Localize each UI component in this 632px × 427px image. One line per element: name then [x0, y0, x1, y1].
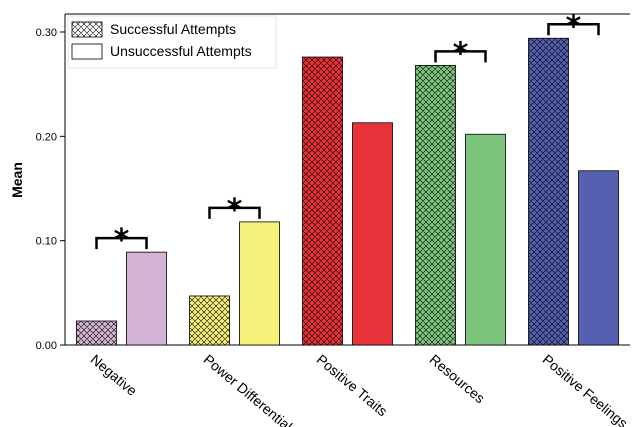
- category-label-4: Positive Feelings: [540, 351, 631, 427]
- legend: Successful Attempts Unsuccessful Attempts: [67, 15, 277, 69]
- category-label-0: Negative: [88, 351, 141, 399]
- y-axis-label: Mean: [9, 162, 25, 198]
- legend-label-0: Successful Attempts: [110, 21, 236, 37]
- y-axis: 0.00 0.10 0.20 0.30: [36, 14, 66, 352]
- bar-unsuccessful-0: [126, 251, 167, 346]
- bar-unsuccessful-4: [578, 170, 619, 346]
- bars: [76, 37, 619, 346]
- y-tick-label: 0.10: [36, 236, 57, 248]
- bar-hatch-overlay-2: [302, 57, 343, 345]
- bar-hatch-overlay-4: [528, 38, 569, 345]
- bar-hatch-overlay-1: [189, 295, 230, 345]
- legend-swatch-hatch-0: [72, 22, 102, 37]
- legend-box: [67, 15, 277, 69]
- legend-label-1: Unsuccessful Attempts: [110, 43, 252, 59]
- bar-hatch-overlay-0: [76, 321, 117, 345]
- significance-markers: * * * *: [95, 9, 600, 258]
- significance-bracket-0: [95, 236, 148, 250]
- y-tick-label: 0.00: [36, 340, 57, 352]
- significance-bracket-3: [434, 50, 487, 63]
- category-label-1: Power Differential: [201, 351, 296, 427]
- bar-unsuccessful-1: [239, 221, 280, 346]
- bar-unsuccessful-3: [465, 133, 506, 346]
- category-label-3: Resources: [427, 351, 489, 406]
- bar-unsuccessful-2: [352, 122, 393, 346]
- significance-bracket-1: [208, 206, 261, 219]
- significance-bracket-4: [547, 23, 600, 36]
- y-tick-label: 0.30: [36, 27, 57, 39]
- significance-star-3: *: [453, 36, 469, 71]
- significance-star-1: *: [227, 193, 243, 228]
- significance-star-0: *: [114, 223, 130, 258]
- category-label-2: Positive Traits: [314, 351, 391, 419]
- bar-hatch-overlay-3: [415, 65, 456, 346]
- y-tick-label: 0.20: [36, 131, 57, 143]
- category-labels: Negative Power Differential Positive Trait…: [88, 351, 631, 427]
- legend-swatch-1: [71, 43, 103, 60]
- significance-star-4: *: [566, 9, 582, 44]
